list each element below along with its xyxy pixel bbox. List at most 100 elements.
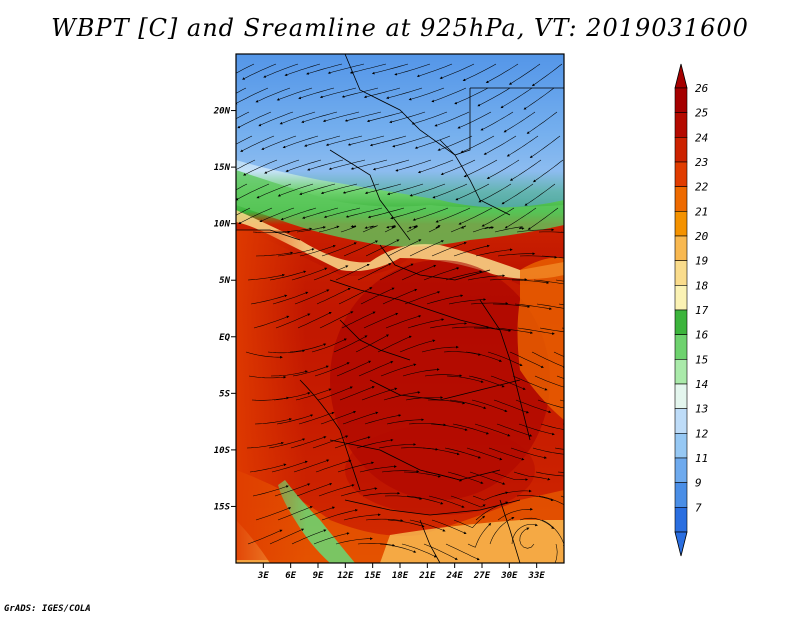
- streamline: [264, 159, 300, 174]
- colorbar-swatch: [674, 433, 688, 459]
- streamline: [473, 327, 512, 332]
- streamline: [345, 207, 383, 218]
- streamline: [428, 495, 465, 508]
- streamline: [495, 327, 534, 335]
- streamline: [466, 447, 503, 461]
- streamline: [268, 438, 306, 449]
- streamline: [486, 159, 520, 179]
- streamline: [318, 484, 355, 497]
- colorbar-swatch: [674, 87, 688, 113]
- lat-tick-label: 20N: [213, 107, 231, 117]
- lon-tick-label: 24E: [446, 571, 464, 581]
- colorbar-swatch: [674, 137, 688, 163]
- streamline: [515, 399, 552, 413]
- lon-tick-label: 12E: [337, 571, 354, 581]
- streamline: [340, 487, 378, 497]
- country-borders: [236, 54, 564, 563]
- lat-tick-label: 15N: [214, 163, 231, 173]
- streamline: [474, 423, 511, 437]
- streamline: [302, 207, 339, 219]
- streamline: [321, 242, 357, 257]
- streamline: [409, 519, 446, 532]
- streamline: [469, 471, 506, 485]
- streamline: [452, 423, 490, 435]
- streamline: [421, 345, 459, 353]
- streamline: [325, 135, 363, 146]
- streamline: [327, 63, 365, 74]
- streamline: [556, 375, 564, 379]
- streamline: [379, 263, 414, 281]
- streamline: [538, 495, 564, 505]
- streamline: [339, 386, 375, 401]
- colorbar-swatch: [674, 359, 688, 385]
- lon-tick-label: 27E: [473, 571, 491, 581]
- streamline: [236, 111, 250, 120]
- streamline: [406, 495, 444, 505]
- colorbar-label: 17: [695, 304, 709, 317]
- streamline: [336, 360, 372, 377]
- streamline: [414, 135, 451, 149]
- streamline: [487, 351, 523, 366]
- streamline: [384, 225, 396, 233]
- streamline: [394, 63, 431, 76]
- lon-tick-label: 3E: [257, 571, 269, 581]
- streamline: [460, 135, 495, 153]
- streamline: [306, 63, 343, 75]
- colorbar-label: 21: [695, 205, 708, 218]
- streamline: [448, 298, 487, 305]
- streamline: [341, 87, 379, 98]
- streamline: [453, 244, 490, 257]
- streamline: [403, 471, 441, 478]
- streamline: [277, 505, 313, 521]
- streamline: [416, 63, 453, 78]
- streamline: [514, 303, 553, 311]
- streamline: [365, 518, 404, 522]
- streamline: [541, 519, 564, 548]
- streamline: [344, 111, 382, 122]
- streamline: [512, 375, 548, 391]
- streamline: [501, 183, 534, 205]
- streamline: [462, 63, 497, 81]
- streamline: [401, 543, 437, 558]
- streamline: [385, 315, 422, 329]
- streamline: [255, 251, 294, 257]
- streamline: [271, 460, 308, 473]
- streamline: [541, 255, 564, 259]
- streamline: [360, 287, 395, 305]
- streamline: [369, 135, 407, 147]
- colorbar-label: 22: [695, 181, 709, 194]
- streamline: [506, 135, 539, 157]
- colorbar-label: 16: [695, 329, 709, 342]
- streamline: [273, 392, 311, 401]
- streamline: [349, 63, 387, 74]
- streamline: [236, 183, 270, 201]
- streamline: [432, 183, 468, 199]
- streamline: [377, 335, 412, 353]
- streamline: [236, 207, 251, 216]
- streamline: [401, 264, 437, 281]
- colorbar-swatch: [674, 507, 688, 533]
- streamline: [269, 270, 307, 281]
- streamline: [488, 447, 525, 461]
- streamline: [247, 529, 283, 545]
- streamline: [382, 288, 418, 305]
- streamline: [292, 365, 329, 377]
- colorbar: 26 25 24 23 22 21 20 19 18 17 16 15 14 13 12 11 9 7: [674, 63, 709, 557]
- streamline: [508, 63, 541, 85]
- streamline: [367, 207, 405, 219]
- streamline: [494, 226, 525, 233]
- streamline: [563, 520, 564, 521]
- streamline: [240, 135, 275, 152]
- streamline: [513, 471, 551, 481]
- colorbar-swatch: [674, 186, 688, 212]
- streamline: [274, 483, 311, 497]
- lon-tick-label: 30E: [500, 571, 518, 581]
- streamline: [423, 267, 460, 281]
- colorbar-swatch: [674, 112, 688, 138]
- streamline: [406, 225, 418, 233]
- streamline: [322, 111, 360, 123]
- lon-tick-label: 6E: [285, 571, 296, 581]
- streamline: [526, 111, 558, 134]
- streamline: [480, 111, 514, 131]
- streamline: [334, 436, 371, 449]
